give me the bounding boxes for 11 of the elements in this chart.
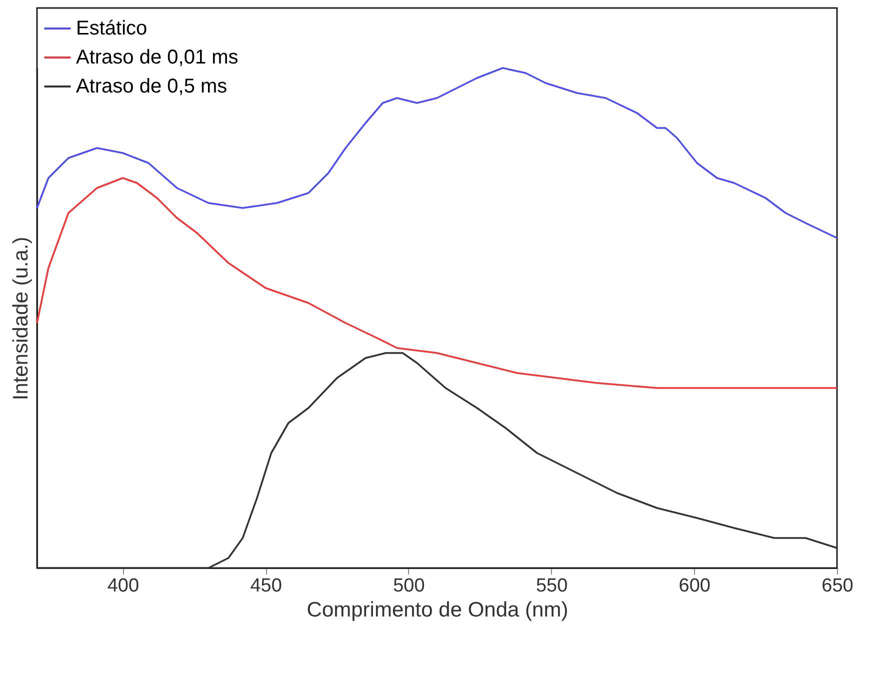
legend-label: Atraso de 0,5 ms <box>76 76 228 98</box>
y-axis-title: Intensidade (u.a.) <box>10 236 32 400</box>
x-tick-label: 550 <box>536 576 568 596</box>
x-tick-label: 650 <box>822 576 854 596</box>
x-tick-label: 600 <box>678 576 710 596</box>
x-tick-label: 450 <box>250 576 282 596</box>
x-axis-title: Comprimento de Onda (nm) <box>306 598 568 622</box>
x-tick-label: 400 <box>107 576 140 596</box>
x-tick-label: 500 <box>393 576 425 596</box>
legend-label: Atraso de 0,01 ms <box>76 46 238 68</box>
legend-label: Estático <box>76 18 148 40</box>
